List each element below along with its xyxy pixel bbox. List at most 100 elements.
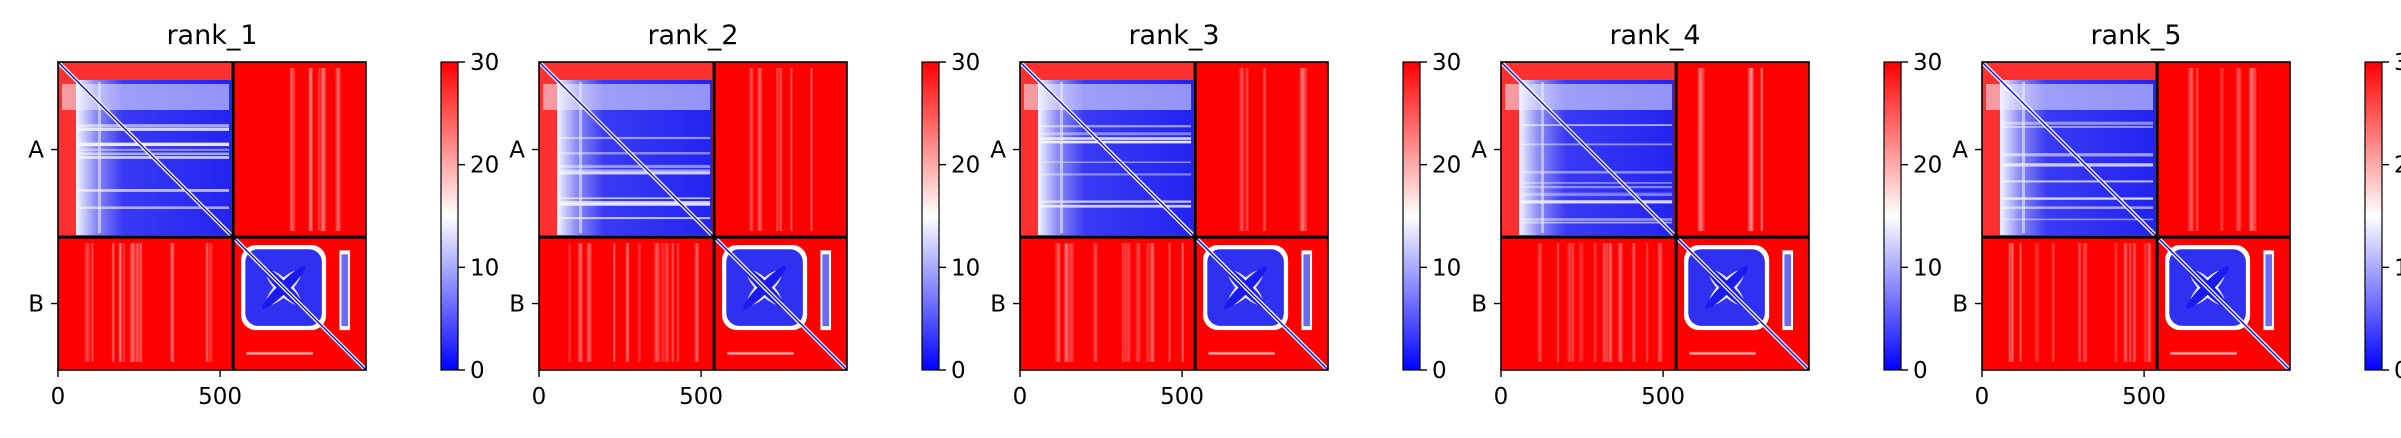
- pae-stripe: [2010, 243, 2015, 362]
- pae-stripe: [1556, 243, 1560, 362]
- colorbar: [441, 62, 458, 370]
- block-a-line: [78, 142, 230, 146]
- colorbar: [2365, 62, 2382, 370]
- x-tick-label: 500: [1641, 384, 1685, 410]
- colorbar-tick-label: 10: [470, 255, 499, 281]
- pae-panel: rank_2 A B 0 500 0 10 20 30: [509, 20, 980, 410]
- block-b-dots: [2170, 351, 2237, 356]
- pae-stripe: [2248, 68, 2255, 232]
- block-b-side: [822, 254, 830, 327]
- block-a-line: [1521, 218, 1673, 221]
- block-a-line: [1521, 124, 1673, 127]
- colorbar-frame: [1402, 61, 1421, 371]
- pae-stripe: [653, 243, 660, 362]
- colorbar-tick-label: 10: [951, 255, 980, 281]
- panel-title: rank_5: [2090, 20, 2181, 51]
- x-tick-label: 0: [1975, 384, 1990, 410]
- block-a-line: [559, 169, 711, 173]
- pae-stripe: [567, 243, 572, 362]
- block-a-line: [1040, 200, 1192, 203]
- pae-stripe: [2081, 243, 2089, 362]
- pae-stripe: [2018, 243, 2023, 362]
- x-tick-label: 0: [51, 384, 66, 410]
- colorbar-tick-label: 30: [470, 50, 499, 76]
- pae-stripe: [694, 243, 700, 362]
- block-a-line: [559, 136, 711, 140]
- pae-stripe: [111, 243, 115, 362]
- block-b-dots: [246, 351, 313, 356]
- pae-stripe: [809, 68, 814, 232]
- block-b-dots: [1689, 351, 1756, 356]
- block-a-line: [1521, 185, 1673, 189]
- block-b-side: [1303, 254, 1311, 327]
- pae-stripe: [319, 68, 327, 232]
- panel-title: rank_4: [1609, 20, 1700, 51]
- chain-label: A: [990, 138, 1006, 164]
- x-tick-label: 500: [198, 384, 242, 410]
- chain-label: A: [28, 138, 44, 164]
- pae-panel: rank_3 A B 0 500 0 10 20 30: [990, 20, 1461, 410]
- colorbar-tick-label: 30: [1913, 50, 1942, 76]
- block-a-line: [2002, 206, 2154, 209]
- colorbar-tick-label: 10: [2394, 255, 2401, 281]
- pae-stripe: [756, 68, 763, 232]
- pae-stripe: [1700, 68, 1706, 232]
- pae-stripe: [206, 243, 214, 362]
- x-tick-label: 0: [532, 384, 547, 410]
- x-tick-label: 500: [679, 384, 723, 410]
- block-a-line: [2002, 180, 2154, 183]
- x-tick-label: 500: [2122, 384, 2166, 410]
- pae-stripe: [636, 243, 642, 362]
- colorbar-tick-label: 20: [1432, 153, 1461, 179]
- heatmap-frame: [1500, 61, 1810, 371]
- block-a-line: [78, 189, 230, 192]
- block-a-line: [559, 201, 711, 204]
- colorbar-frame: [2364, 61, 2383, 371]
- block-a-line: [559, 171, 711, 175]
- pae-stripe: [307, 68, 314, 232]
- x-tick-label: 0: [1013, 384, 1028, 410]
- pae-stripe: [2077, 243, 2082, 362]
- panel-title: rank_2: [647, 20, 738, 51]
- block-a-line: [2002, 163, 2154, 167]
- colorbar: [922, 62, 939, 370]
- pae-stripe: [1167, 243, 1172, 362]
- block-a-line: [559, 197, 711, 200]
- block-b-side: [1784, 254, 1792, 327]
- pae-stripe: [1298, 68, 1306, 232]
- block-a-line: [1521, 221, 1673, 224]
- pae-stripe: [2034, 243, 2040, 362]
- block-a-line: [2002, 121, 2154, 125]
- pae-stripe: [289, 68, 294, 232]
- block-a-line: [2002, 125, 2154, 128]
- colorbar: [1884, 62, 1901, 370]
- colorbar-tick-label: 30: [2394, 50, 2401, 76]
- pae-stripe: [1592, 243, 1598, 362]
- pae-stripe: [334, 68, 342, 232]
- block-a-line: [559, 164, 711, 169]
- colorbar-tick-label: 20: [951, 153, 980, 179]
- block-a-line: [78, 127, 230, 131]
- pae-stripe: [612, 243, 616, 362]
- block-a-line: [2022, 82, 2025, 234]
- panel-title: rank_3: [1128, 20, 1219, 51]
- block-a-line: [78, 142, 230, 147]
- panel-title: rank_1: [166, 20, 257, 51]
- block-a-line: [1040, 204, 1192, 208]
- colorbar: [1403, 62, 1420, 370]
- block-a-line: [1040, 140, 1192, 143]
- block-a-line: [1521, 200, 1673, 204]
- colorbar-tick-label: 0: [1913, 358, 1928, 384]
- colorbar-frame: [440, 61, 459, 371]
- block-a-band: [543, 84, 711, 110]
- block-a-line: [78, 152, 230, 156]
- block-a-line: [1060, 82, 1063, 234]
- pae-stripe: [1262, 68, 1267, 232]
- heatmap-frame: [1019, 61, 1329, 371]
- pae-stripe: [1577, 243, 1585, 362]
- pae-stripe: [1054, 243, 1059, 362]
- pae-stripe: [2113, 243, 2119, 362]
- pae-stripe: [1238, 68, 1245, 232]
- pae-stripe: [139, 243, 143, 362]
